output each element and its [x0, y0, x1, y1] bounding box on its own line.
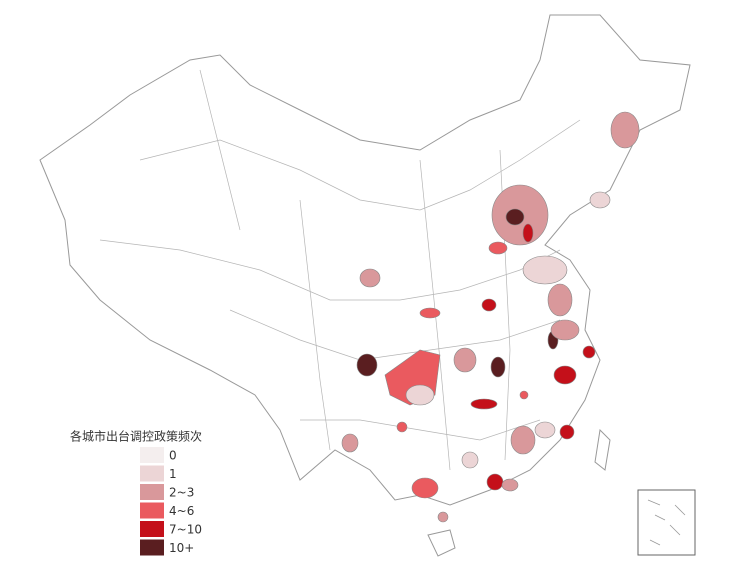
legend-swatch — [140, 502, 164, 519]
taiwan — [594, 428, 611, 471]
city-region — [419, 307, 441, 319]
city-region — [481, 298, 497, 312]
city-region — [553, 365, 577, 385]
city-region — [411, 477, 439, 499]
legend-label: 1 — [169, 467, 177, 481]
city-region — [534, 421, 556, 439]
legend-label: 4~6 — [169, 504, 194, 518]
legend-swatch — [140, 539, 164, 556]
city-region — [453, 347, 477, 373]
legend-swatch — [140, 447, 164, 463]
legend-swatch — [140, 521, 164, 537]
city-region — [488, 241, 508, 255]
city-region — [490, 356, 506, 378]
hainan — [427, 529, 456, 557]
south-sea-inset — [637, 489, 696, 556]
city-region — [359, 268, 381, 288]
city-region — [437, 511, 449, 523]
city-region — [396, 421, 408, 433]
legend-title: 各城市出台调控政策频次 — [70, 429, 202, 444]
city-region — [582, 345, 596, 359]
legend-swatch — [140, 484, 164, 500]
city-region — [610, 111, 640, 149]
city-region — [505, 208, 525, 226]
city-region — [461, 451, 479, 469]
city-region — [405, 384, 435, 406]
city-region — [522, 223, 534, 243]
city-region — [356, 353, 378, 377]
city-region — [550, 319, 580, 341]
legend-label: 10+ — [169, 541, 194, 555]
legend: 0 1 2~3 4~6 7~10 10+ — [140, 447, 202, 556]
legend-label: 7~10 — [169, 523, 202, 537]
city-region — [589, 191, 611, 209]
city-region — [547, 283, 573, 317]
city-regions — [341, 111, 640, 523]
city-region — [559, 424, 575, 440]
city-region — [501, 478, 519, 492]
legend-label: 2~3 — [169, 486, 194, 500]
city-region — [470, 398, 498, 410]
country-outline — [39, 14, 691, 506]
city-region — [522, 255, 568, 285]
legend-label: 0 — [169, 449, 177, 463]
inset-islands — [647, 499, 686, 546]
legend-swatch — [140, 465, 164, 482]
city-region — [341, 433, 359, 453]
city-region — [519, 390, 529, 400]
city-region — [486, 473, 504, 491]
city-region — [510, 425, 536, 455]
